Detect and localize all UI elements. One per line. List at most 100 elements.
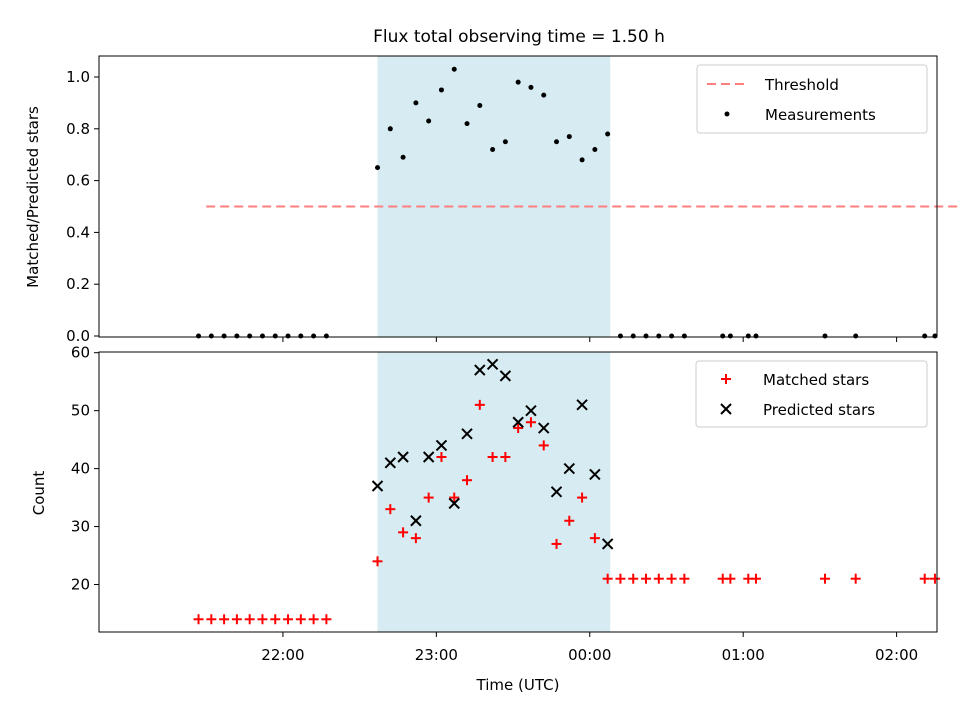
marker-stroke [512,416,524,428]
matched-star-point [398,527,409,538]
matched-star-point [423,492,434,503]
marker-stroke [538,422,550,434]
y-tick-label: 0.4 [66,223,90,241]
measurement-point [400,154,406,160]
count-axes-frame [98,351,938,633]
measurement-point [605,131,611,137]
ratio-legend: Threshold Measurements [696,64,928,134]
measurement-point [822,333,828,339]
measurement-point [554,139,560,145]
marker-stroke [525,404,537,417]
measurement-point [387,126,393,132]
marker-stroke [601,538,614,550]
matched-star-point [725,573,736,584]
y-tick-label: 0.2 [66,275,90,293]
count-legend: Matched stars Predicted stars [695,360,928,428]
y-tick-label: 20 [71,576,90,594]
y-tick-label: 0.0 [66,327,90,345]
measurement-point [464,121,470,127]
measurement-point [247,333,253,339]
legend-x-marker [720,403,732,415]
matched-star-point [372,556,383,567]
marker-stroke [474,364,486,376]
predicted-star-point [550,486,563,498]
marker-stroke [576,399,588,411]
ratio-axes-frame [98,55,938,338]
matched-star-point [436,452,447,463]
measurement-point [285,333,291,339]
measurement-point [922,333,928,339]
measurement-point [451,66,457,72]
ratio-legend-box [696,64,928,134]
marker-stroke [720,403,732,415]
matched-star-point [462,475,473,486]
count-panel: 20 30 40 50 60 22:00 23:00 00:00 01:00 02:00 Cou… [30,344,940,694]
measurement-point [426,118,432,124]
y-tick-label: 0.6 [66,172,90,190]
measurement-point [515,79,521,85]
matched-star-point [602,573,613,584]
measurement-point [656,333,662,339]
marker-stroke [435,439,448,452]
marker-stroke [563,462,576,475]
ratio-x-ticks [282,337,898,342]
predicted-star-point [448,497,460,510]
predicted-star-point [486,358,499,370]
x-tick-label: 02:00 [875,646,918,664]
predicted-star-point [499,370,512,382]
measurement-point [681,333,687,339]
measurement-point [311,333,317,339]
measurement-point [375,165,381,171]
x-tick-label: 22:00 [261,646,304,664]
legend-matched-swatch [721,374,731,384]
matched-star-point [500,452,511,463]
predicted-star-point [461,428,473,440]
matched-star-point [231,614,242,625]
measurement-point [259,333,265,339]
matched-star-point [653,573,664,584]
matched-stars-series [193,399,940,625]
marker-stroke [499,370,512,382]
predicted-star-point [563,462,576,475]
measurement-point [669,333,675,339]
predicted-star-point [538,422,550,434]
predicted-star-point [422,451,435,463]
measurement-point [272,333,278,339]
marker-stroke [384,457,397,469]
matched-star-point [564,515,575,526]
measurement-point [745,333,751,339]
predicted-star-point [589,468,601,481]
measurement-point [720,333,726,339]
matched-star-point [385,504,396,515]
legend-measurements-swatch [724,111,730,117]
predicted-star-point [384,457,397,469]
matched-star-point [820,573,831,584]
matched-star-point [487,452,498,463]
measurement-point [727,333,733,339]
matched-star-point [641,573,652,584]
y-tick-label: 50 [71,402,90,420]
measurement-point [208,333,214,339]
marker-stroke [422,451,435,463]
matched-star-point [283,614,294,625]
matched-star-point [679,573,690,584]
measurement-point [617,333,623,339]
y-tick-label: 40 [71,460,90,478]
matched-star-point [410,533,421,544]
ratio-panel: 0.0 0.2 0.4 0.6 0.8 1.0 Matched/Predicted sta… [24,55,960,345]
ratio-shaded-interval [377,56,611,337]
measurement-point [566,134,572,140]
measurement-point [502,139,508,145]
x-tick-label: 23:00 [415,646,458,664]
count-legend-box [695,360,928,428]
predicted-star-point [512,416,524,428]
marker-stroke [461,428,473,440]
count-x-ticks: 22:00 23:00 00:00 01:00 02:00 [261,632,918,664]
measurement-point [579,157,585,163]
marker-stroke [371,480,384,492]
y-tick-label: 0.8 [66,120,90,138]
measurement-point [490,147,496,153]
marker-stroke [589,468,601,481]
measurement-point [438,87,444,93]
